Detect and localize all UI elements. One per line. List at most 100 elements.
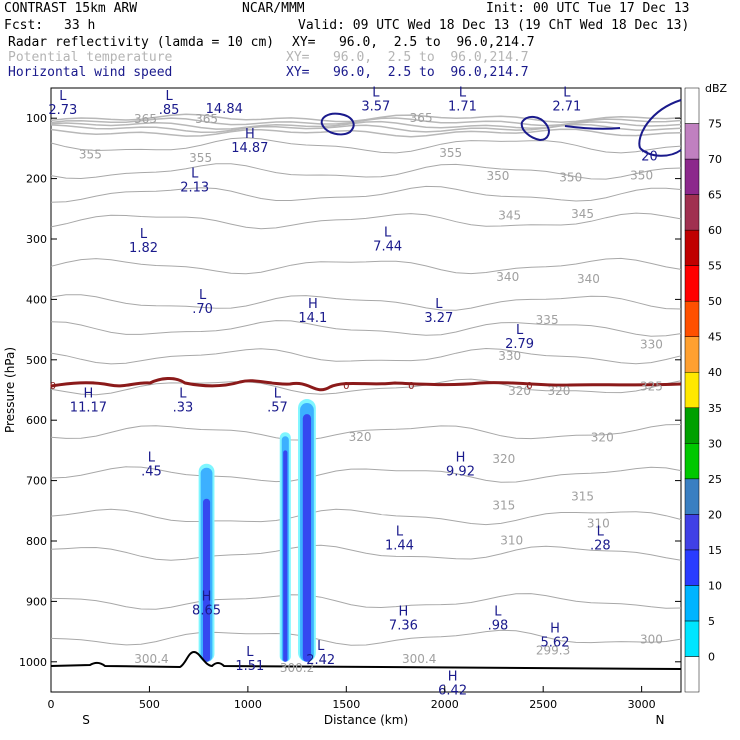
colorbar-level-label: 5 [708, 615, 715, 628]
wind-extremum-marker: H [456, 450, 466, 465]
wind-extremum-marker: L [166, 89, 174, 104]
theta-label: 330 [640, 338, 663, 352]
radar-cell-core [202, 498, 211, 662]
theta-contours [50, 113, 682, 646]
wind-extremum-value: 9.92 [446, 464, 475, 479]
wind-extremum-marker: L [199, 288, 207, 303]
wind-extremum-marker: H [550, 621, 560, 636]
theta-contour-line [50, 123, 682, 134]
x-tick-label: 2500 [529, 698, 557, 711]
theta-label: 320 [547, 384, 570, 398]
wind-extremum-marker: L [191, 166, 199, 181]
wind-extremum-value: 8.65 [192, 603, 221, 618]
theta-label: 365 [410, 111, 433, 125]
theta-contour-line [50, 424, 682, 441]
wind-extremum-marker: H [84, 386, 94, 401]
wind-extremum-value: 14.87 [231, 141, 268, 156]
colorbar-swatch [684, 443, 700, 480]
wind-extremum-marker: L [597, 525, 605, 540]
zero-contour [50, 377, 682, 392]
colorbar-level-label: 50 [708, 295, 722, 308]
theta-label: 320 [508, 384, 531, 398]
wind-extremum-marker: L [148, 450, 156, 465]
colorbar-level-label: 30 [708, 437, 722, 450]
theta-label: 320 [349, 430, 372, 444]
wind-extremum-value: 14.84 [206, 102, 243, 117]
zero-contour-label: 0 [408, 381, 414, 392]
colorbar-level-label: 65 [708, 189, 722, 202]
wind-extremum-marker: L [494, 604, 502, 619]
y-tick-label: 900 [26, 595, 47, 608]
theta-label: 320 [591, 431, 614, 445]
zero-contour-label: 0 [526, 381, 532, 392]
colorbar-swatch [684, 158, 700, 195]
theta-label: 310 [500, 533, 523, 547]
colorbar-swatch [684, 123, 700, 160]
y-tick-label: 400 [26, 293, 47, 306]
x-axis-label: Distance (km) [324, 713, 408, 727]
wind-extremum-marker: L [563, 86, 571, 101]
colorbar-level-label: 35 [708, 402, 722, 415]
theta-contour-line [50, 378, 682, 396]
theta-label: 345 [498, 208, 521, 222]
wind-extremum-value: 3.27 [424, 311, 453, 326]
colorbar-swatch [684, 194, 700, 231]
wind-extremum-value: 2.73 [48, 103, 77, 118]
wind-contour-20b [520, 116, 550, 142]
field-theta-name: Potential temperature [8, 50, 173, 65]
wind-extremum-marker: L [246, 645, 254, 660]
colorbar-unit: dBZ [705, 82, 728, 95]
wind-extremum-value: 20 [641, 150, 658, 165]
theta-label: 350 [559, 170, 582, 184]
model-title: CONTRAST 15km ARW [4, 1, 138, 16]
wind-extremum-value: 1.71 [448, 100, 477, 115]
fcst-label: Fcst: [4, 18, 44, 33]
wind-extremum-value: 7.44 [373, 240, 402, 255]
x-tick-label: 1500 [332, 698, 360, 711]
x-axis-left-end-label: S [82, 713, 90, 727]
wind-extremum-marker: L [516, 323, 524, 338]
wind-extremum-value: 2.13 [180, 180, 209, 195]
x-tick-label: 0 [48, 698, 55, 711]
wind-extremum-value: 14.1 [298, 311, 327, 326]
wind-extremum-value: .57 [267, 400, 288, 415]
colorbar-swatch [684, 371, 700, 409]
wind-extremum-value: 5.62 [541, 635, 570, 650]
colorbar-level-label: 40 [708, 366, 722, 379]
fixed-contours [50, 99, 682, 670]
wind-contour-20d [564, 125, 621, 130]
theta-label: 335 [536, 313, 559, 327]
plot-frame [50, 87, 682, 693]
wind-contour-20c [638, 99, 682, 157]
theta-contour-line [50, 320, 682, 337]
wind-extremum-value: .28 [590, 539, 611, 554]
y-axis-label: Pressure (hPa) [3, 347, 17, 433]
wind-extremum-value: 6.42 [438, 684, 467, 699]
wind-extremum-marker: H [399, 604, 409, 619]
theta-label: 300.4 [402, 652, 436, 666]
valid-time: Valid: 09 UTC Wed 18 Dec 13 (19 ChT Wed … [298, 18, 690, 33]
wind-extrema-labels: L2.73L.85 14.84L3.57L1.71L2.7120H14.87L2.… [48, 86, 657, 699]
theta-label: 315 [571, 489, 594, 503]
theta-label: 300.4 [134, 652, 168, 666]
wind-extremum-marker: H [245, 127, 255, 142]
theta-contour-line [50, 120, 682, 130]
terrain-line [50, 650, 682, 670]
colorbar-swatch [684, 585, 700, 622]
plot-area [50, 87, 682, 693]
center-label: NCAR/MMM [242, 1, 305, 16]
wind-extremum-value: 11.17 [70, 400, 107, 415]
theta-contour-line [50, 544, 682, 561]
y-tick-label: 800 [26, 535, 47, 548]
radar-cells [198, 399, 316, 662]
theta-label: 315 [492, 498, 515, 512]
colorbar-swatch [684, 336, 700, 373]
colorbar-level-label: 10 [708, 579, 722, 592]
wind-extremum-value: .45 [141, 464, 162, 479]
colorbar-level-label: 75 [708, 118, 722, 131]
field-theta-xy: XY= 96.0, 2.5 to 96.0,214.7 [286, 50, 529, 65]
theta-label: 330 [498, 349, 521, 363]
colorbar-swatch [684, 478, 700, 515]
theta-label: 355 [189, 151, 212, 165]
colorbar-level-label: 45 [708, 331, 722, 344]
